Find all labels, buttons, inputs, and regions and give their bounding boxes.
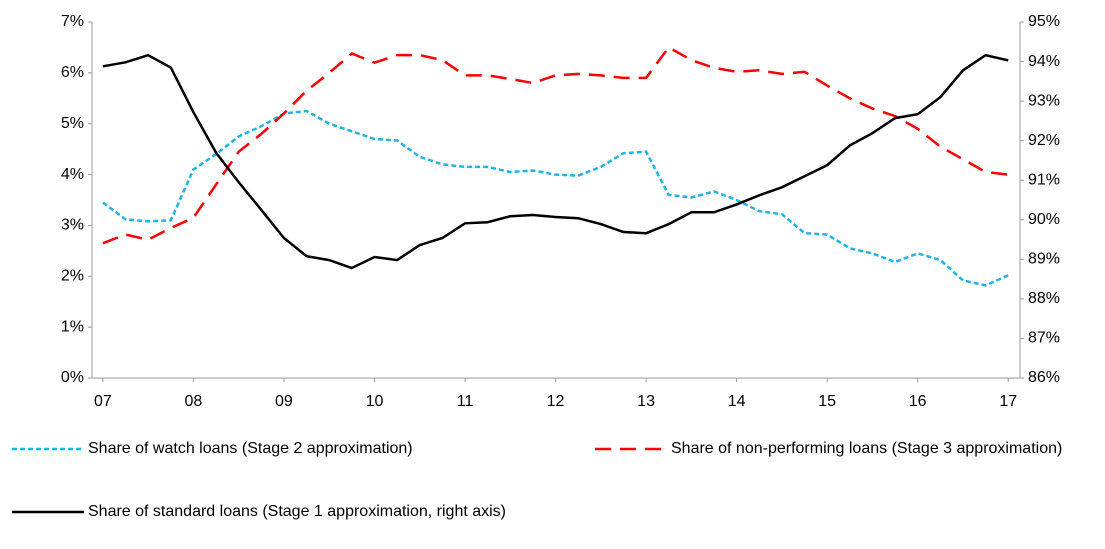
legend-label: Share of standard loans (Stage 1 approxi… xyxy=(88,503,506,520)
y2-tick-label: 90% xyxy=(1028,211,1060,228)
x-tick-label: 08 xyxy=(185,393,203,410)
y-tick-label: 3% xyxy=(61,217,84,234)
y2-tick-label: 87% xyxy=(1028,330,1060,347)
legend-label: Share of watch loans (Stage 2 approximat… xyxy=(88,440,413,457)
y2-tick-label: 94% xyxy=(1028,53,1060,70)
y2-tick-label: 91% xyxy=(1028,171,1060,188)
x-tick-label: 13 xyxy=(637,393,655,410)
y2-tick-label: 86% xyxy=(1028,369,1060,386)
x-tick-label: 11 xyxy=(457,393,474,410)
x-tick-label: 07 xyxy=(94,393,112,410)
y2-tick-label: 93% xyxy=(1028,92,1060,109)
x-tick-label: 09 xyxy=(275,393,293,410)
y2-tick-label: 88% xyxy=(1028,290,1060,307)
y2-tick-label: 89% xyxy=(1028,251,1060,268)
y-tick-label: 5% xyxy=(61,115,84,132)
series-line xyxy=(102,45,1009,245)
series-line xyxy=(102,109,1009,287)
x-tick-label: 16 xyxy=(909,393,927,410)
x-tick-label: 17 xyxy=(999,393,1017,410)
series-line xyxy=(102,53,1009,270)
legend-label: Share of non-performing loans (Stage 3 a… xyxy=(671,440,1062,457)
y2-tick-label: 95% xyxy=(1028,13,1060,30)
x-tick-label: 15 xyxy=(818,393,836,410)
x-tick-label: 12 xyxy=(547,393,565,410)
y-tick-label: 1% xyxy=(61,318,84,335)
y-tick-label: 2% xyxy=(61,268,84,285)
y-tick-label: 7% xyxy=(61,13,84,30)
x-tick-label: 14 xyxy=(728,393,746,410)
y-tick-label: 6% xyxy=(61,64,84,81)
x-tick-label: 10 xyxy=(366,393,384,410)
y-tick-label: 0% xyxy=(61,369,84,386)
y-tick-label: 4% xyxy=(61,166,84,183)
y2-tick-label: 92% xyxy=(1028,132,1060,149)
